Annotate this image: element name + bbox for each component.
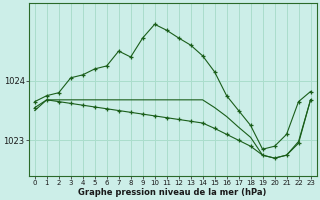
X-axis label: Graphe pression niveau de la mer (hPa): Graphe pression niveau de la mer (hPa) [78,188,267,197]
